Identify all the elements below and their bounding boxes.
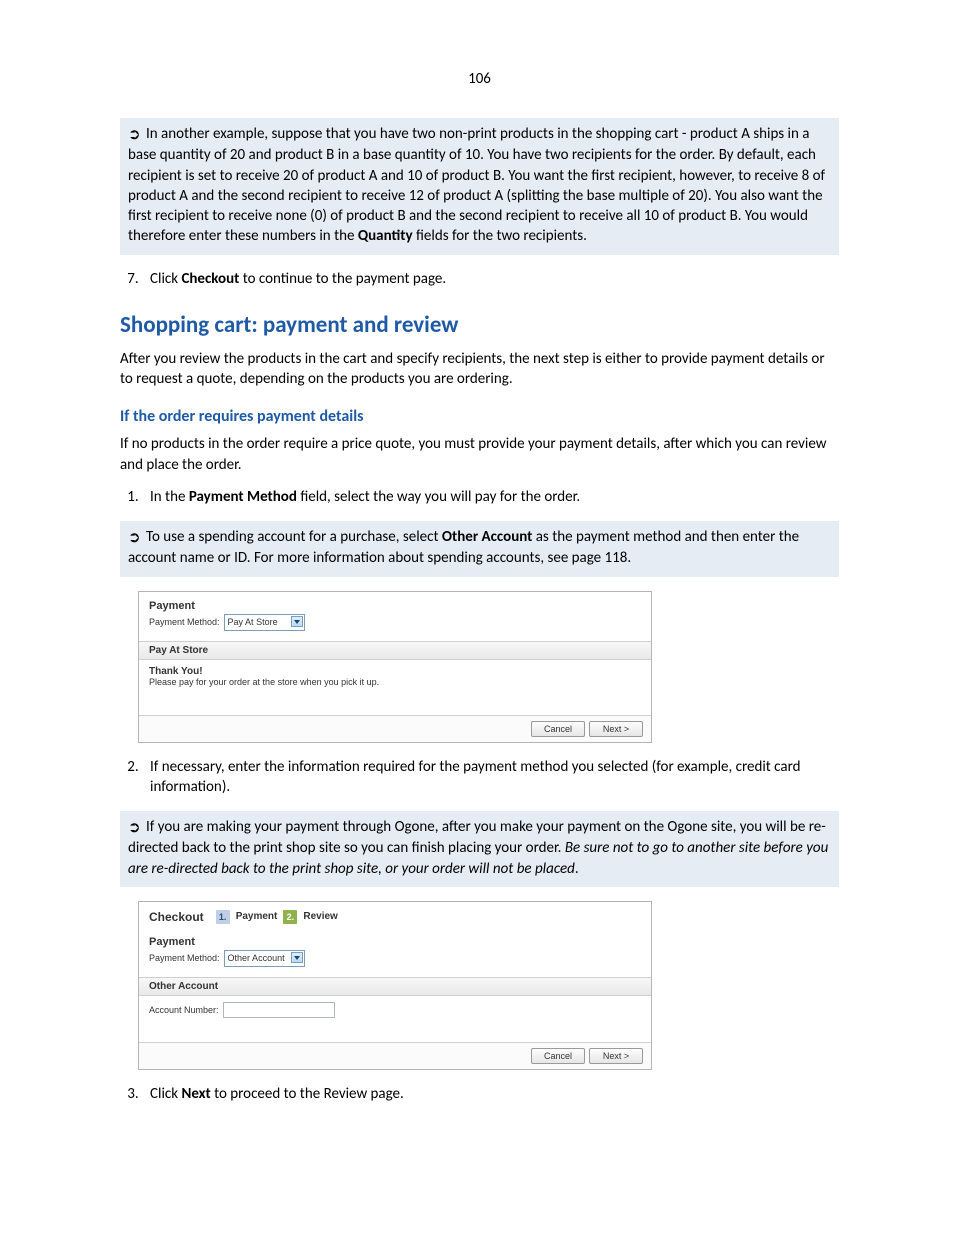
ui2-method-label: Payment Method: [149, 953, 220, 963]
ui1-header: Payment Payment Method: Pay At Store [139, 592, 651, 641]
cancel-button[interactable]: Cancel [531, 721, 585, 737]
step7-a: Click [150, 270, 181, 288]
payment-method-select[interactable]: Other Account [224, 950, 305, 967]
callout1-bold: Quantity [358, 227, 413, 245]
checkout-stepper: Checkout 1. Payment 2. Review [139, 902, 651, 934]
ui2-method-row: Payment Method: Other Account [149, 950, 641, 967]
step7-b: Checkout [181, 270, 239, 288]
ui2-header: Payment Payment Method: Other Account [139, 934, 651, 977]
steps-payment-2: If necessary, enter the information requ… [120, 757, 839, 798]
intro-paragraph-2: If no products in the order require a pr… [120, 434, 839, 475]
step-2-badge: 2. [283, 910, 297, 924]
step7-c: to continue to the payment page. [239, 270, 446, 288]
step-2-label: Review [303, 911, 337, 922]
subsection-heading: If the order requires payment details [120, 407, 839, 426]
checkout-title: Checkout [149, 910, 204, 924]
ui2-account-row: Account Number: [139, 996, 651, 1020]
step-2: If necessary, enter the information requ… [142, 757, 839, 798]
step-1: In the Payment Method field, select the … [142, 487, 839, 507]
cancel-button[interactable]: Cancel [531, 1048, 585, 1064]
arrow-circle-icon: ➲ [128, 819, 141, 837]
page-number: 106 [120, 70, 839, 88]
step3-c: to proceed to the Review page. [211, 1085, 404, 1103]
step3-b: Next [181, 1085, 210, 1103]
callout2-pre: To use a spending account for a purchase… [146, 528, 442, 546]
ui2-heading: Payment [149, 936, 641, 948]
next-button[interactable]: Next > [589, 1048, 643, 1064]
steps-continue: Click Checkout to continue to the paymen… [120, 269, 839, 289]
ui1-heading: Payment [149, 600, 641, 612]
step1-b: Payment Method [189, 488, 297, 506]
account-number-label: Account Number: [149, 1005, 219, 1015]
step-1-label: Payment [236, 911, 278, 922]
ui1-thank: Thank You! [149, 666, 641, 677]
account-number-input[interactable] [223, 1002, 335, 1018]
step3-a: Click [150, 1085, 181, 1103]
ui1-note: Please pay for your order at the store w… [149, 677, 379, 687]
callout-ogone: ➲ If you are making your payment through… [120, 811, 839, 887]
next-button[interactable]: Next > [589, 721, 643, 737]
payment-screenshot-2: Checkout 1. Payment 2. Review Payment Pa… [138, 901, 652, 1070]
step1-c: field, select the way you will pay for t… [297, 488, 580, 506]
ui1-method-label: Payment Method: [149, 617, 220, 627]
ui1-method-row: Payment Method: Pay At Store [149, 614, 641, 631]
steps-payment: In the Payment Method field, select the … [120, 487, 839, 507]
step-7: Click Checkout to continue to the paymen… [142, 269, 839, 289]
section-heading: Shopping cart: payment and review [120, 311, 839, 339]
payment-screenshot-1: Payment Payment Method: Pay At Store Pay… [138, 591, 652, 743]
step1-a: In the [150, 488, 189, 506]
payment-method-select[interactable]: Pay At Store [224, 614, 305, 631]
arrow-circle-icon: ➲ [128, 529, 141, 547]
intro-paragraph-1: After you review the products in the car… [120, 349, 839, 390]
ui2-method-value: Other Account [228, 953, 285, 963]
callout1-post: fields for the two recipients. [413, 227, 587, 245]
step-1-badge: 1. [216, 910, 230, 924]
ui1-bar: Pay At Store [139, 641, 651, 660]
ui1-method-value: Pay At Store [228, 617, 278, 627]
ui2-bar: Other Account [139, 977, 651, 996]
ui2-footer: Cancel Next > [139, 1042, 651, 1069]
callout-other-account: ➲ To use a spending account for a purcha… [120, 521, 839, 577]
arrow-circle-icon: ➲ [128, 126, 141, 144]
callout3-post: . [575, 860, 579, 878]
callout-example: ➲ In another example, suppose that you h… [120, 118, 839, 255]
ui1-footer: Cancel Next > [139, 715, 651, 742]
ui1-text: Thank You! Please pay for your order at … [139, 660, 651, 693]
callout2-bold: Other Account [442, 528, 532, 546]
step-3: Click Next to proceed to the Review page… [142, 1084, 839, 1104]
steps-payment-3: Click Next to proceed to the Review page… [120, 1084, 839, 1104]
page: 106 ➲ In another example, suppose that y… [0, 0, 954, 1198]
